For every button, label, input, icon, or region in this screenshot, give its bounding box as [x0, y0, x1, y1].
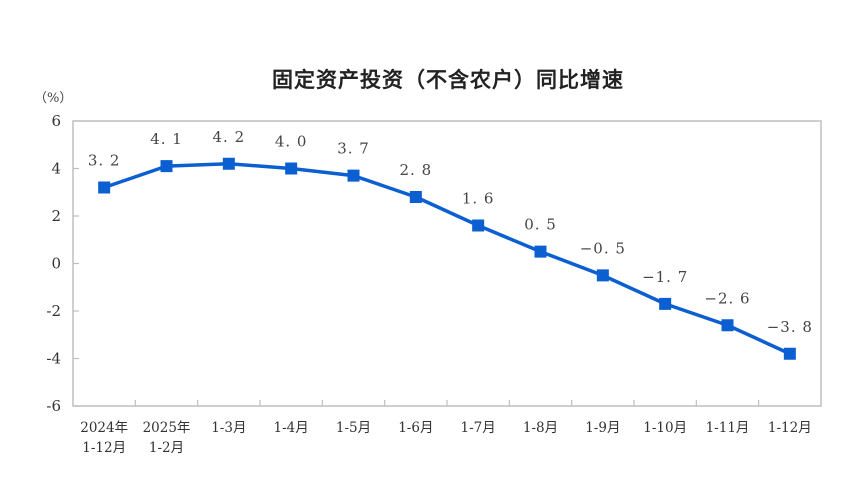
y-tick-label: 6 [51, 112, 61, 130]
data-point-marker [596, 269, 609, 282]
x-tick-label: 1-4月 [274, 420, 309, 436]
data-value-label: 3. 7 [337, 140, 370, 158]
data-point-marker [409, 191, 422, 203]
series-line [103, 162, 791, 356]
data-value-label: 4. 0 [275, 133, 308, 151]
y-axis-unit: （%） [34, 91, 73, 106]
chart-title: 固定资产投资（不含农户）同比增速 [272, 68, 624, 92]
x-tick-label: 2024年 1-12月 [80, 420, 128, 456]
x-tick-label: 1-8月 [523, 420, 558, 436]
data-point-marker [98, 181, 111, 194]
x-tick-label: 1-7月 [461, 420, 496, 436]
x-axis-ticks: 2024年 1-12月 2025年 1-2月 1-3月 1-4月 1-5月 1-6月 1-7月 1… [80, 400, 812, 456]
data-point-marker [783, 347, 796, 360]
data-point-marker [160, 160, 173, 173]
y-axis-ticks: 6 4 2 0 -2 -4 -6 [46, 112, 79, 415]
x-tick-label: 1-6月 [398, 420, 433, 436]
y-tick-label: -2 [46, 302, 61, 320]
y-tick-label: 0 [51, 255, 61, 273]
y-tick-label: 4 [51, 160, 61, 178]
y-tick-label: -4 [46, 350, 61, 368]
data-value-label: −3. 8 [767, 318, 813, 336]
data-point-marker [285, 162, 298, 175]
data-value-label: −0. 5 [580, 239, 626, 257]
data-point-marker [347, 169, 360, 182]
data-point-marker [659, 297, 672, 310]
data-value-label: 1. 6 [462, 190, 495, 208]
y-tick-label: -6 [46, 397, 61, 415]
data-series: 3. 2 4. 1 4. 2 4. 0 3. 7 2. 8 1. 6 0. 5 −0. 5 −1.… [88, 128, 813, 360]
x-tick-label: 1-10月 [643, 420, 687, 436]
x-tick-label: 1-11月 [706, 420, 750, 436]
data-point-marker [721, 319, 734, 332]
data-point-marker [534, 245, 547, 258]
data-value-label: 2. 8 [400, 161, 433, 179]
data-point-marker [222, 157, 235, 170]
data-point-marker [472, 219, 485, 232]
x-tick-label: 1-3月 [211, 420, 246, 436]
x-tick-label: 1-9月 [585, 420, 620, 436]
data-value-label: −2. 6 [704, 289, 750, 307]
data-value-label: 4. 1 [150, 130, 183, 148]
x-tick-label: 1-5月 [336, 420, 371, 436]
data-value-label: 3. 2 [88, 152, 121, 170]
y-tick-label: 2 [51, 207, 61, 225]
x-tick-label: 2025年 1-2月 [143, 420, 191, 456]
data-value-label: −1. 7 [642, 268, 688, 286]
x-tick-label: 1-12月 [768, 420, 812, 436]
data-value-label: 4. 2 [213, 128, 246, 146]
data-value-label: 0. 5 [524, 216, 557, 234]
